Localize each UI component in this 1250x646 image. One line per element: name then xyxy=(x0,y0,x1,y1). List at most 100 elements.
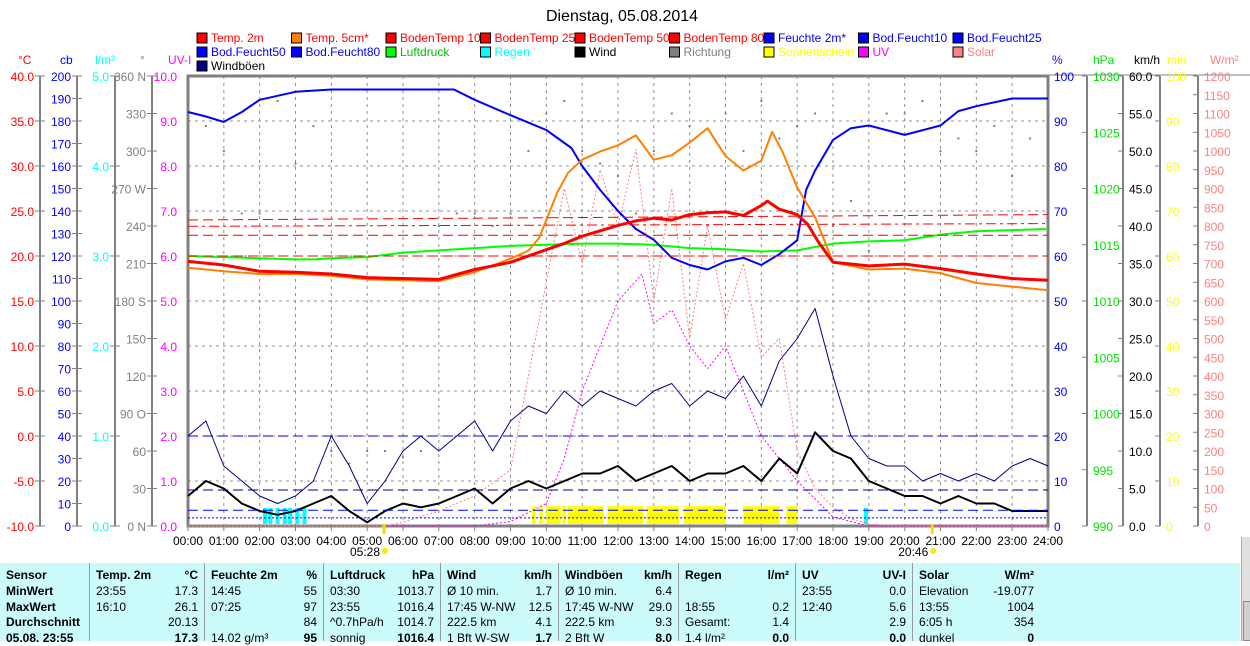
direction-point xyxy=(509,212,512,215)
direction-point xyxy=(276,100,279,102)
direction-point xyxy=(258,212,261,215)
axis-tick-label-dir: 120 xyxy=(126,370,146,384)
axis-tick-label-uv: 4.0 xyxy=(160,340,177,354)
axis-tick-label-cb: 170 xyxy=(51,138,71,152)
cell-label: dunkel xyxy=(919,631,955,645)
direction-point xyxy=(312,125,315,127)
axis-tick-label-hum: 100 xyxy=(1054,70,1074,84)
cell-value: 1.7 xyxy=(535,584,552,598)
x-tick-label: 13:00 xyxy=(639,534,669,548)
direction-point xyxy=(402,456,404,459)
axis-tick-label-cb: 70 xyxy=(58,363,72,377)
cell-label: ^0.7hPa/h xyxy=(330,615,384,629)
axis-tick-label-wind: 60.0 xyxy=(1129,70,1153,84)
axis-tick-label-cb: 100 xyxy=(51,295,71,309)
axis-tick-label-uv: 9.0 xyxy=(160,115,177,129)
direction-point xyxy=(652,150,655,152)
axis-unit-press: hPa xyxy=(1093,53,1115,67)
cell-value: 55 xyxy=(303,584,317,598)
axis-tick-label-temp: 40.0 xyxy=(11,70,35,84)
cell-value: 29.0 xyxy=(648,600,672,614)
direction-point xyxy=(384,450,387,452)
direction-point xyxy=(348,462,351,465)
axis-unit-cb: cb xyxy=(60,53,73,67)
rain-bar xyxy=(268,508,273,524)
direction-point xyxy=(599,162,602,165)
axis-tick-label-solar: 600 xyxy=(1204,295,1224,309)
axis-tick-label-solar: 1000 xyxy=(1204,145,1231,159)
rain-bar xyxy=(295,508,300,524)
axis-tick-label-cb: 60 xyxy=(58,385,72,399)
axis-tick-label-solar: 550 xyxy=(1204,314,1224,328)
axis-tick-label-press: 990 xyxy=(1093,520,1113,534)
axis-tick-label-hum: 50 xyxy=(1054,295,1068,309)
direction-point xyxy=(832,225,834,227)
legend-swatch xyxy=(858,32,869,44)
sunshine-bar xyxy=(567,506,604,524)
column-header: Wind xyxy=(447,568,477,582)
legend-label: Bod.Feucht25 xyxy=(967,31,1042,45)
axis-tick-label-wind: 20.0 xyxy=(1129,370,1153,384)
direction-point xyxy=(634,212,637,215)
direction-point xyxy=(204,125,207,127)
axis-tick-label-press: 1030 xyxy=(1093,70,1120,84)
column-header: Solar xyxy=(919,568,950,582)
axis-tick-label-dir: 0 N xyxy=(127,520,146,534)
axis-tick-label-dir: 300 xyxy=(126,145,146,159)
sunshine-bar xyxy=(562,506,567,524)
cell-label: 23:55 xyxy=(330,600,361,614)
legend-label: Feuchte 2m* xyxy=(778,31,846,45)
cell-value: -19.077 xyxy=(993,584,1034,598)
sunset-time: 20:46 xyxy=(898,545,928,559)
axis-tick-label-temp: 35.0 xyxy=(11,115,35,129)
x-tick-label: 15:00 xyxy=(710,534,740,548)
column-unit: % xyxy=(306,568,317,582)
legend-label: Luftdruck xyxy=(400,45,450,59)
cell-value: 17.3 xyxy=(174,584,198,598)
cell-label: 222.5 km xyxy=(447,615,497,629)
legend-swatch xyxy=(669,46,680,58)
x-tick-label: 17:00 xyxy=(782,534,812,548)
column-unit: UV-I xyxy=(882,568,906,582)
axis-tick-label-solar: 200 xyxy=(1204,445,1224,459)
axis-tick-label-dir: 270 W xyxy=(111,183,146,197)
axis-tick-label-press: 995 xyxy=(1093,464,1113,478)
axis-tick-label-uv: 2.0 xyxy=(160,430,177,444)
column-unit: l/m² xyxy=(767,568,789,582)
axis-tick-label-sun: 70 xyxy=(1166,205,1180,219)
axis-unit-sun: min xyxy=(1167,53,1186,67)
table-column: Temp. 2m °C 23:55 17.3 16:10 26.1 20.13 17.3 xyxy=(89,563,204,645)
axis-tick-label-sun: 40 xyxy=(1166,340,1180,354)
x-tick-label: 02:00 xyxy=(245,534,275,548)
axis-tick-label-solar: 350 xyxy=(1204,389,1224,403)
legend-label: BodenTemp 50 xyxy=(589,31,670,45)
axis-tick-label-hum: 70 xyxy=(1054,205,1068,219)
axis-tick-label-solar: 50 xyxy=(1204,501,1218,515)
legend-label: BodenTemp 80 xyxy=(684,31,765,45)
axis-tick-label-uv: 5.0 xyxy=(160,295,177,309)
axis-tick-label-wind: 55.0 xyxy=(1129,108,1153,122)
x-tick-label: 18:00 xyxy=(818,534,848,548)
cell-label: Gesamt: xyxy=(685,615,731,629)
axis-tick-label-uv: 0.0 xyxy=(160,520,177,534)
axis-tick-label-dir: 240 xyxy=(126,220,146,234)
axis-tick-label-solar: 700 xyxy=(1204,258,1224,272)
axis-tick-label-solar: 1150 xyxy=(1204,89,1230,103)
axis-tick-label-temp: -10.0 xyxy=(7,520,35,534)
direction-point xyxy=(330,450,333,452)
cell-value: 17.3 xyxy=(174,631,198,645)
axis-tick-label-wind: 15.0 xyxy=(1129,408,1153,422)
direction-point xyxy=(778,137,781,140)
cell-label: Ø 10 min. xyxy=(565,584,618,598)
scrollbar-thumb[interactable] xyxy=(1243,601,1250,641)
axis-tick-label-temp: 30.0 xyxy=(11,160,35,174)
axis-tick-label-solar: 1050 xyxy=(1204,126,1231,140)
axis-tick-label-solar: 900 xyxy=(1204,183,1224,197)
legend-label: Bod.Feucht80 xyxy=(306,45,381,59)
cell-value: 1014.7 xyxy=(397,615,434,629)
cell-label: sonnig xyxy=(330,631,366,645)
vertical-scrollbar[interactable] xyxy=(1241,537,1250,641)
cell-value: 1016.4 xyxy=(397,631,434,645)
axis-tick-label-wind: 50.0 xyxy=(1129,145,1153,159)
axis-tick-label-solar: 800 xyxy=(1204,220,1224,234)
